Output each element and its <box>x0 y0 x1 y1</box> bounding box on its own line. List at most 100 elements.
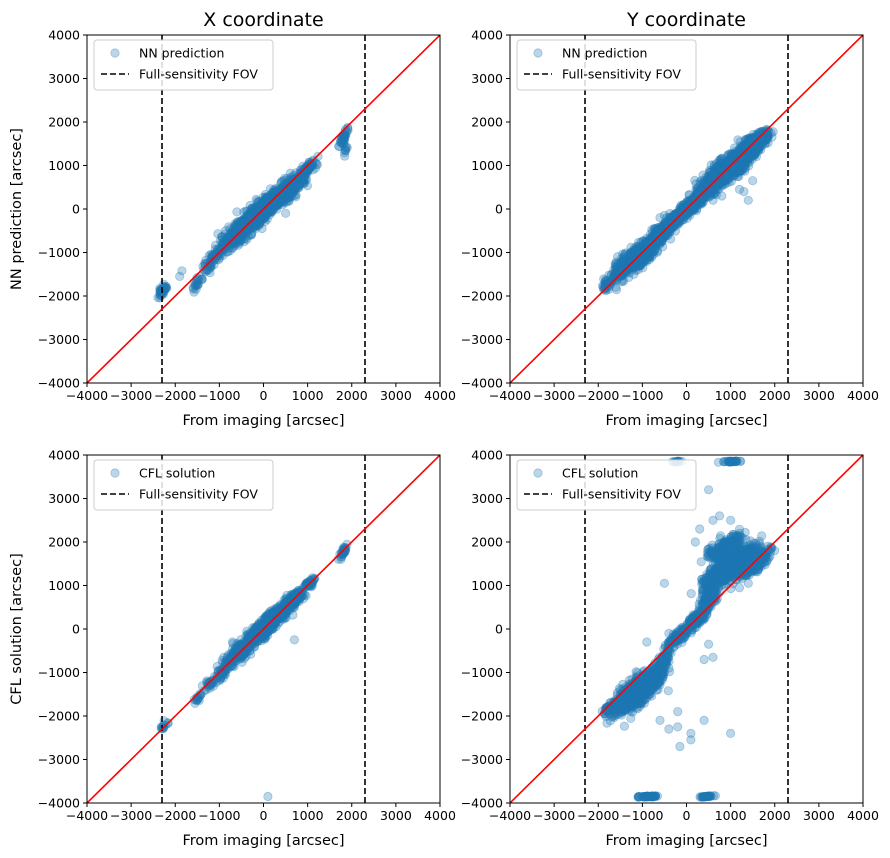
scatter-point <box>293 172 303 182</box>
scatter-point <box>615 271 626 282</box>
scatter-point <box>230 219 240 229</box>
scatter-point <box>246 208 256 218</box>
scatter-point <box>264 195 274 206</box>
scatter-point <box>260 209 271 219</box>
scatter-point <box>286 179 296 190</box>
scatter-point <box>266 200 276 210</box>
scatter-point <box>613 258 624 268</box>
scatter-point <box>160 282 170 292</box>
scatter-point <box>288 178 298 188</box>
scatter-point <box>231 220 241 230</box>
scatter-point <box>264 210 275 220</box>
scatter-point <box>298 177 308 187</box>
scatter-point <box>197 274 207 284</box>
scatter-point <box>293 177 303 187</box>
scatter-point <box>234 231 244 241</box>
legend-marker-scatter <box>533 48 543 58</box>
scatter-point <box>258 203 268 213</box>
scatter-point <box>339 131 349 141</box>
scatter-point <box>302 162 313 172</box>
scatter-point <box>234 219 244 229</box>
scatter-point <box>250 214 260 224</box>
scatter-point <box>293 176 303 186</box>
scatter-point <box>245 214 256 224</box>
scatter-point <box>193 279 203 289</box>
scatter-point <box>340 130 350 140</box>
scatter-point <box>617 269 627 279</box>
scatter-point <box>627 259 638 270</box>
scatter-point <box>259 197 269 207</box>
scatter-point <box>303 161 314 171</box>
scatter-point <box>231 223 241 233</box>
scatter-point <box>633 265 643 275</box>
scatter-point <box>312 160 322 170</box>
scatter-point <box>620 257 631 267</box>
scatter-point <box>303 166 313 176</box>
scatter-point <box>225 230 235 240</box>
scatter-point <box>259 200 269 211</box>
scatter-point <box>273 199 283 209</box>
scatter-point <box>214 250 224 260</box>
scatter-point <box>268 193 279 203</box>
scatter-point <box>269 200 279 210</box>
scatter-point <box>222 232 232 242</box>
scatter-point <box>269 191 279 201</box>
scatter-point <box>260 203 271 213</box>
scatter-point <box>279 192 289 202</box>
scatter-point <box>236 216 246 226</box>
scatter-point <box>226 231 236 241</box>
scatter-point <box>250 218 261 228</box>
scatter-point <box>612 267 622 277</box>
y-tick-label: −4000 <box>38 376 80 391</box>
scatter-point <box>272 187 282 197</box>
scatter-point <box>630 257 640 267</box>
scatter-point <box>244 212 254 222</box>
scatter-point <box>254 210 264 220</box>
scatter-point <box>643 250 653 260</box>
scatter-point <box>251 194 261 204</box>
scatter-point <box>254 201 264 211</box>
scatter-point <box>231 232 241 242</box>
scatter-point <box>229 225 239 235</box>
scatter-point <box>233 235 243 245</box>
scatter-point <box>277 188 287 199</box>
scatter-point <box>597 280 608 291</box>
scatter-point <box>239 215 249 225</box>
scatter-point <box>190 280 200 290</box>
scatter-point <box>254 210 264 220</box>
scatter-point <box>650 242 661 252</box>
scatter-point <box>259 196 269 206</box>
y-tick-label: −1000 <box>38 245 80 260</box>
x-axis-label: From imaging [arcsec] <box>182 413 344 429</box>
scatter-point <box>251 205 261 215</box>
subplot-2: −4000 −3000 −2000 −1000 0 1000 2000 3000 4000−40… <box>461 9 879 429</box>
scatter-point <box>263 198 273 208</box>
scatter-point <box>258 213 269 223</box>
scatter-point <box>616 277 627 287</box>
scatter-point <box>303 161 313 171</box>
scatter-point <box>638 239 649 249</box>
scatter-point <box>217 247 227 257</box>
scatter-point <box>262 203 272 214</box>
scatter-point <box>637 254 647 264</box>
scatter-point <box>236 235 246 246</box>
scatter-point <box>235 226 245 236</box>
scatter-point <box>278 191 288 201</box>
scatter-point <box>286 187 296 197</box>
scatter-point <box>616 267 626 277</box>
legend-box <box>93 39 274 91</box>
scatter-point <box>275 189 285 199</box>
scatter-point <box>247 213 257 223</box>
scatter-point <box>291 192 301 202</box>
scatter-point <box>259 210 270 220</box>
scatter-point <box>272 194 282 204</box>
y-tick-label: −3000 <box>38 332 80 347</box>
scatter-point <box>289 179 300 189</box>
scatter-point <box>254 218 264 228</box>
scatter-point <box>639 249 649 259</box>
scatter-point <box>338 134 348 144</box>
scatter-point <box>262 197 272 207</box>
scatter-point <box>293 181 303 191</box>
scatter-point <box>598 284 609 294</box>
scatter-point <box>232 224 242 235</box>
